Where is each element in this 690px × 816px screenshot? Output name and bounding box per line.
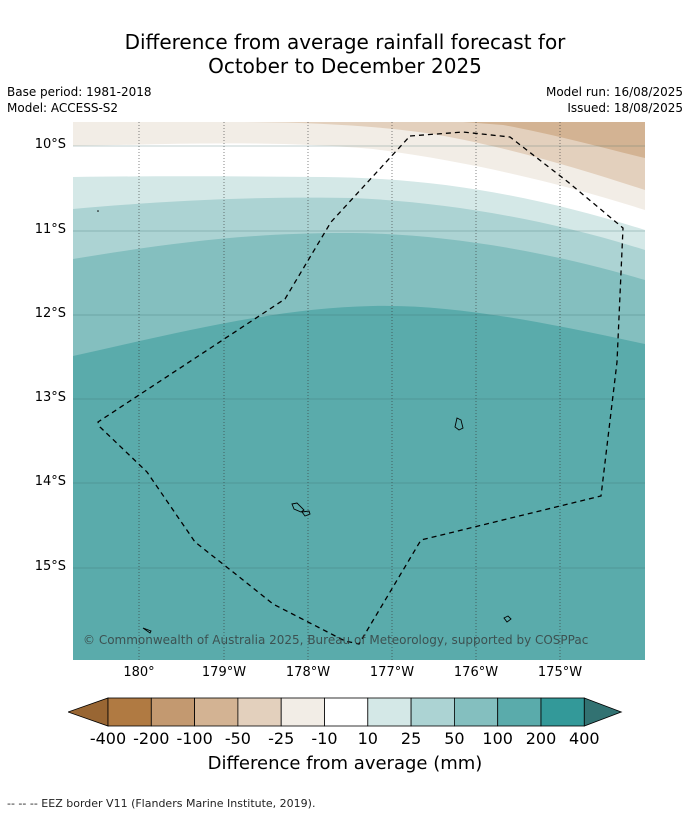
colorbar-tick-label: -10 [311,729,338,748]
band-dry-medium [233,122,645,190]
colorbar-cell [237,697,282,727]
colorbar-cell [324,697,369,727]
islet-northwest [97,210,99,212]
meta-right: Model run: 16/08/2025 Issued: 18/08/2025 [546,84,683,116]
lon-label-177w: 177°W [369,665,415,680]
colorbar [66,696,623,732]
colorbar-tick-label: 25 [400,729,422,748]
colorbar-cell [497,697,542,727]
colorbar-tick-label: 200 [525,729,557,748]
map-svg [73,122,645,660]
colorbar-tick-label: 100 [482,729,513,748]
model-run: Model run: 16/08/2025 [545,85,683,99]
lon-label-180: 180° [123,665,155,680]
lat-label-10s: 10°S [34,137,66,152]
colorbar-label: Difference from average (mm) [0,753,690,774]
colorbar-tick-label: -400 [89,729,127,748]
lon-label-178w: 178°W [285,665,331,680]
colorbar-cell [194,697,239,727]
island-south [503,615,512,623]
lat-label-12s: 12°S [34,306,66,321]
colorbar-cell [150,697,196,727]
colorbar-cell [367,697,412,727]
base-period: Base period: 1981-2018 [7,85,152,99]
island-southwest [142,627,152,634]
island-central [291,502,305,513]
band-dry-strong [463,122,645,158]
colorbar-tick-label: 50 [444,729,465,748]
colorbar-cell [107,697,152,727]
lat-label-11s: 11°S [34,222,66,237]
chart-title: Difference from average rainfall forecas… [0,30,690,78]
colorbar-extend-low [66,697,109,727]
model-name: Model: ACCESS-S2 [7,101,119,115]
colorbar-tick-label: -200 [133,729,170,748]
colorbar-tick-label: 400 [569,729,600,748]
rainfall-map[interactable] [73,122,645,660]
colorbar-tick-label: -50 [224,729,251,748]
colorbar-tick-label: -100 [176,729,213,748]
lat-label-15s: 15°S [34,559,66,574]
colorbar-cell [453,697,499,727]
colorbar-cell [280,697,325,727]
colorbar-svg [66,697,623,727]
lon-label-175w: 175°W [537,665,583,680]
island-central-small [301,510,311,517]
colorbar-tick-label: -25 [268,729,295,748]
lat-label-14s: 14°S [34,474,66,489]
island-east [454,417,464,431]
colorbar-cell [540,697,585,727]
eez-border [97,131,624,645]
title-line-1: Difference from average rainfall forecas… [124,30,566,54]
eez-footnote: -- -- -- EEZ border V11 (Flanders Marine… [7,797,316,810]
lon-label-179w: 179°W [201,665,247,680]
lat-label-13s: 13°S [34,390,66,405]
colorbar-extend-high [583,697,623,727]
meta-left: Base period: 1981-2018 Model: ACCESS-S2 [7,84,152,116]
colorbar-label-text: Difference from average (mm) [207,753,483,774]
title-line-2: October to December 2025 [208,54,482,78]
lon-label-176w: 176°W [453,665,499,680]
colorbar-cell [410,697,455,727]
colorbar-tick-label: 10 [357,729,378,748]
latitude-lines [73,145,645,569]
issued-date: Issued: 18/08/2025 [567,101,683,115]
copyright-notice: © Commonwealth of Australia 2025, Bureau… [83,633,589,647]
